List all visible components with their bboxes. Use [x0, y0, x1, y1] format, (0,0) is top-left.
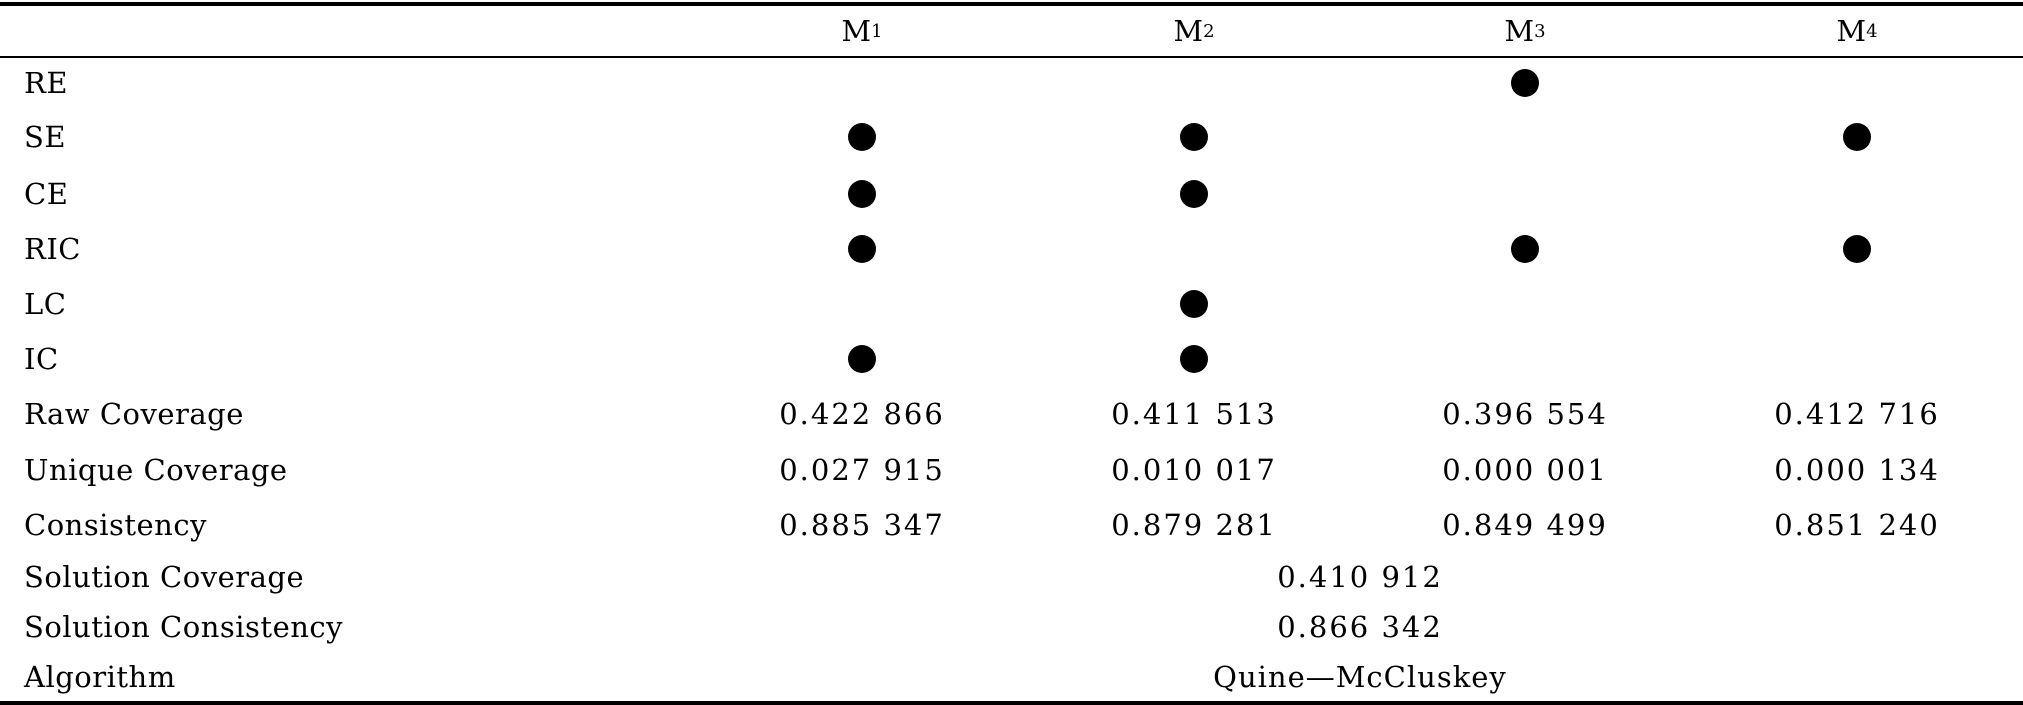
spanning-cell: 0.866 342	[1277, 610, 1443, 644]
row-label: IC	[24, 342, 59, 376]
presence-dot	[1511, 235, 1539, 263]
table-row-ce: CE	[0, 166, 2023, 222]
table-cell	[1375, 222, 1675, 276]
presence-dot	[1180, 290, 1208, 318]
row-label: LC	[24, 287, 67, 321]
table-cell	[1707, 166, 2007, 222]
spanning-cell: Quine—McCluskey	[1213, 659, 1507, 694]
row-label: CE	[24, 177, 69, 211]
table-cell	[712, 276, 1012, 332]
table-row-raw-coverage: Raw Coverage 0.422 866 0.411 513 0.396 5…	[0, 386, 2023, 442]
table-cell	[1707, 108, 2007, 166]
table-cell	[1375, 332, 1675, 386]
table-cell: 0.000 001	[1442, 453, 1608, 487]
presence-dot	[848, 180, 876, 208]
table-cell: 0.851 240	[1774, 508, 1940, 542]
row-label: RE	[24, 66, 69, 100]
table-cell	[1375, 166, 1675, 222]
presence-dot	[848, 345, 876, 373]
table-cell: 0.885 347	[779, 508, 945, 542]
spanning-cell: 0.410 912	[1277, 560, 1443, 594]
table-cell	[712, 166, 1012, 222]
table-top-rule	[0, 2, 2023, 6]
table-cell	[1375, 108, 1675, 166]
presence-dot	[848, 235, 876, 263]
table-cell	[1044, 58, 1344, 108]
row-label: Algorithm	[24, 659, 176, 694]
presence-dot	[1511, 69, 1539, 97]
row-label: Consistency	[24, 508, 207, 542]
table-cell	[1044, 166, 1344, 222]
presence-dot	[1843, 235, 1871, 263]
row-label: Solution Consistency	[24, 610, 344, 644]
table-cell	[1044, 276, 1344, 332]
table-cell	[1044, 222, 1344, 276]
table-row-se: SE	[0, 108, 2023, 166]
row-label: Solution Coverage	[24, 560, 305, 594]
table-row-solution-coverage: Solution Coverage 0.410 912	[0, 552, 2023, 602]
table-cell	[1707, 58, 2007, 108]
table-cell	[1707, 332, 2007, 386]
row-label: RIC	[24, 232, 81, 266]
table-cell	[1044, 108, 1344, 166]
table-cell	[712, 332, 1012, 386]
table-cell: 0.411 513	[1111, 397, 1277, 431]
table-bottom-rule	[0, 701, 2023, 705]
row-label: Raw Coverage	[24, 397, 244, 431]
table-cell: 0.879 281	[1111, 508, 1277, 542]
table-cell: 0.412 716	[1774, 397, 1940, 431]
table-row-consistency: Consistency 0.885 347 0.879 281 0.849 49…	[0, 498, 2023, 552]
table-cell	[1707, 276, 2007, 332]
table-row-algorithm: Algorithm Quine—McCluskey	[0, 652, 2023, 701]
table-cell: 0.027 915	[779, 453, 945, 487]
row-label: SE	[24, 120, 67, 154]
table-cell	[1707, 222, 2007, 276]
table-cell	[1044, 332, 1344, 386]
table-cell: 0.010 017	[1111, 453, 1277, 487]
presence-dot	[1180, 123, 1208, 151]
table-row-unique-coverage: Unique Coverage 0.027 915 0.010 017 0.00…	[0, 442, 2023, 498]
table-row-re: RE	[0, 58, 2023, 108]
table-cell	[712, 222, 1012, 276]
table-cell	[1375, 276, 1675, 332]
table-row-lc: LC	[0, 276, 2023, 332]
table-cell	[1375, 58, 1675, 108]
presence-dot	[1180, 180, 1208, 208]
table-cell: 0.849 499	[1442, 508, 1608, 542]
table-row-ric: RIC	[0, 222, 2023, 276]
row-label: Unique Coverage	[24, 453, 288, 487]
presence-dot	[1180, 345, 1208, 373]
table-cell: 0.000 134	[1774, 453, 1940, 487]
table-cell: 0.396 554	[1442, 397, 1608, 431]
table-cell: 0.422 866	[779, 397, 945, 431]
presence-dot	[1843, 123, 1871, 151]
table-row-ic: IC	[0, 332, 2023, 386]
table-header-rule	[0, 56, 2023, 58]
table-cell	[712, 108, 1012, 166]
presence-dot	[848, 123, 876, 151]
table-cell	[712, 58, 1012, 108]
table-row-solution-consistency: Solution Consistency 0.866 342	[0, 602, 2023, 652]
